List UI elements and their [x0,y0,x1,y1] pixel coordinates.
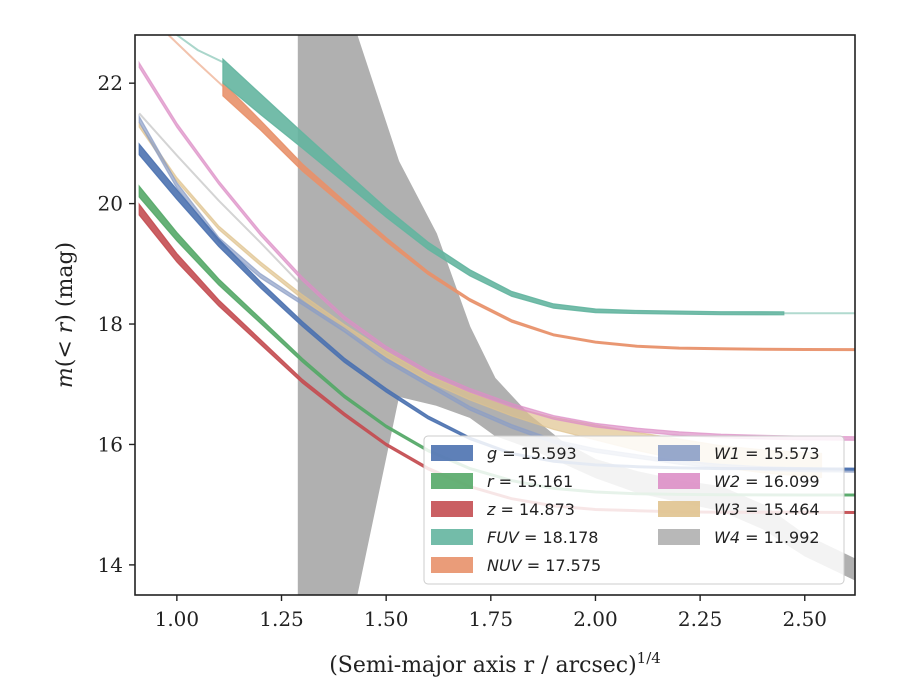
legend-swatch-z [431,501,473,517]
series-w4-faint-line [138,112,300,283]
legend-label-w1: W1 = 15.573 [714,444,820,463]
y-tick-label: 16 [98,432,123,456]
legend-item-w1: W1 = 15.573 [658,444,820,463]
legend-label-fuv: FUV = 18.178 [487,528,598,547]
legend-item-g: g = 15.593 [431,444,577,463]
x-tick-label: 1.00 [155,607,200,631]
x-axis: 1.00 1.25 1.50 1.75 2.00 2.25 2.50 [155,595,827,631]
x-tick-label: 1.25 [259,607,304,631]
series-w1-curve [138,114,855,473]
series-w2-curve [138,60,855,441]
x-tick-label: 2.50 [783,607,828,631]
legend-label-r: r = 15.161 [487,472,573,491]
legend-label-w2: W2 = 16.099 [714,472,820,491]
series-nuv [167,35,855,352]
legend-label-w3: W3 = 15.464 [714,500,820,519]
y-tick-label: 22 [98,71,123,95]
legend-item-r: r = 15.161 [431,472,573,491]
x-tick-label: 1.50 [364,607,409,631]
x-tick-label: 2.25 [678,607,723,631]
y-axis: 14 16 18 20 22 [98,71,135,577]
y-tick-label: 14 [98,553,123,577]
legend-label-z: z = 14.873 [486,500,575,519]
series-w1 [138,114,855,473]
legend: g = 15.593 r = 15.161 z = 14.873 FUV = 18.1… [423,435,845,585]
series-r [138,184,855,497]
x-axis-label: (Semi-major axis r / arcsec)1/4 [329,649,661,678]
series-r-curve [138,184,855,497]
legend-swatch-w4 [658,529,700,545]
series-nuv-faint-line [167,35,224,87]
legend-item-z: z = 14.873 [431,500,575,519]
series-w2 [138,60,855,441]
legend-label-w4: W4 = 11.992 [714,528,820,547]
series-g [138,142,855,471]
series-fuv-faint-line [176,35,224,64]
legend-swatch-r [431,473,473,489]
legend-swatch-w3 [658,501,700,517]
plot-frame [134,34,856,596]
x-tick-label: 2.00 [573,607,618,631]
legend-swatch-fuv [431,529,473,545]
legend-label-nuv: NUV = 17.575 [487,556,601,575]
series-g-curve [138,142,855,471]
series-nuv-curve [222,81,855,352]
series-fuv-curve [222,57,785,316]
y-axis-label: m(< r) (mag) [53,242,78,388]
series-z [138,202,855,515]
legend-swatch-g [431,445,473,461]
legend-swatch-nuv [431,557,473,573]
legend-label-g: g = 15.593 [487,444,577,463]
legend-swatch-w1 [658,445,700,461]
x-tick-label: 1.75 [469,607,514,631]
legend-item-w4: W4 = 11.992 [658,528,820,547]
series-z-curve [138,202,855,515]
series-fuv [176,35,855,316]
legend-frame [423,435,845,585]
legend-item-nuv: NUV = 17.575 [431,556,601,575]
y-tick-label: 18 [98,312,123,336]
legend-item-w3: W3 = 15.464 [658,500,820,519]
x-axis-label-exponent: 1/4 [637,649,661,667]
legend-swatch-w2 [658,473,700,489]
legend-item-fuv: FUV = 18.178 [431,528,598,547]
legend-item-w2: W2 = 16.099 [658,472,820,491]
y-tick-label: 20 [98,192,123,216]
